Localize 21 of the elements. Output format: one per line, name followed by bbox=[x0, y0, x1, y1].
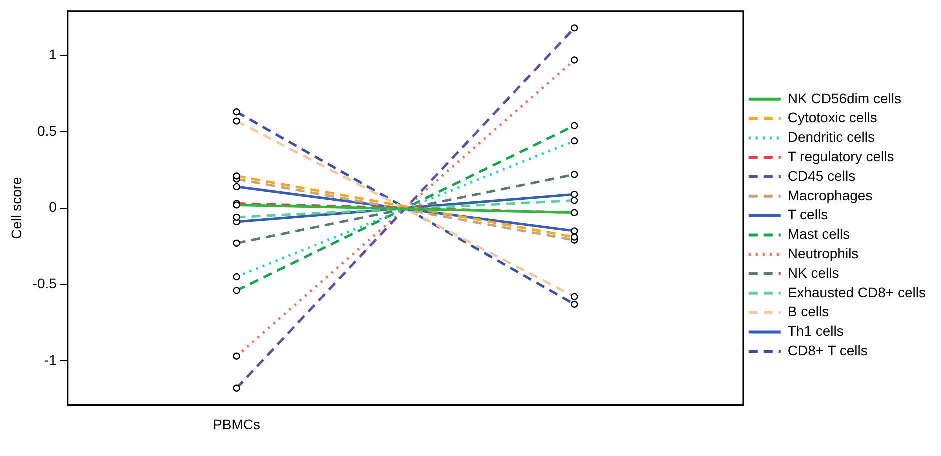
y-tick-label: 1 bbox=[49, 46, 58, 63]
legend-label: B cells bbox=[788, 304, 830, 320]
y-tick-label: 0.5 bbox=[37, 122, 58, 139]
legend-label: Macrophages bbox=[788, 187, 873, 204]
y-tick-label: -0.5 bbox=[32, 275, 58, 292]
legend-label: NK cells bbox=[788, 264, 840, 281]
legend-label: NK CD56dim cells bbox=[788, 90, 902, 106]
legend-label: Mast cells bbox=[788, 226, 850, 242]
y-tick-label: -1 bbox=[44, 352, 58, 368]
legend-label: CD45 cells bbox=[788, 168, 856, 184]
legend-label: T regulatory cells bbox=[788, 148, 894, 164]
legend-label: T cells bbox=[788, 206, 828, 223]
x-tick-label: PBMCs bbox=[213, 416, 261, 432]
legend-label: Cytotoxic cells bbox=[788, 110, 878, 126]
legend-label: Neutrophils bbox=[788, 245, 859, 262]
legend-label: Exhausted CD8+ cells bbox=[788, 284, 926, 300]
legend-label: Th1 cells bbox=[788, 323, 844, 340]
legend-label: Dendritic cells bbox=[788, 129, 876, 146]
legend-label: CD8+ T cells bbox=[788, 342, 868, 358]
y-tick-label: 0 bbox=[49, 199, 58, 216]
y-axis-title: Cell score bbox=[8, 176, 24, 240]
